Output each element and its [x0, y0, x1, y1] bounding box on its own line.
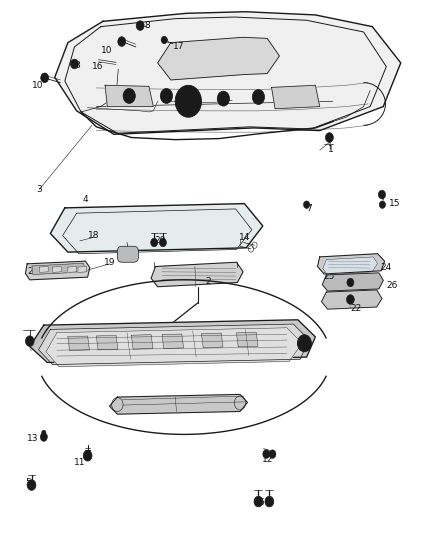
- Text: 26: 26: [386, 281, 398, 289]
- Text: 8: 8: [145, 21, 150, 30]
- Text: 8: 8: [74, 61, 80, 69]
- Circle shape: [41, 73, 49, 83]
- Circle shape: [151, 238, 158, 247]
- Circle shape: [175, 85, 201, 117]
- Polygon shape: [158, 37, 279, 80]
- Text: 20: 20: [154, 237, 166, 245]
- Circle shape: [71, 59, 78, 69]
- Circle shape: [160, 88, 173, 103]
- Text: 24: 24: [380, 263, 392, 272]
- Circle shape: [254, 496, 263, 507]
- Circle shape: [378, 190, 385, 199]
- Circle shape: [118, 37, 126, 46]
- Circle shape: [159, 238, 166, 247]
- Text: 22: 22: [350, 304, 362, 312]
- Circle shape: [265, 496, 274, 507]
- Circle shape: [163, 92, 170, 100]
- Circle shape: [346, 295, 354, 304]
- Text: 12: 12: [262, 455, 273, 464]
- Text: 2: 2: [27, 268, 33, 276]
- Polygon shape: [131, 335, 153, 349]
- Circle shape: [42, 430, 46, 435]
- Text: 5: 5: [25, 478, 31, 487]
- Polygon shape: [162, 334, 184, 349]
- Circle shape: [252, 90, 265, 104]
- Text: 14: 14: [239, 233, 250, 241]
- Text: 7: 7: [307, 205, 312, 213]
- Polygon shape: [201, 333, 223, 348]
- Polygon shape: [55, 12, 401, 134]
- Polygon shape: [322, 273, 383, 291]
- Circle shape: [263, 450, 270, 458]
- Text: 3: 3: [36, 185, 42, 193]
- Text: 25: 25: [323, 272, 335, 280]
- Circle shape: [347, 278, 354, 287]
- Polygon shape: [110, 394, 247, 414]
- Circle shape: [304, 201, 310, 208]
- Text: 4: 4: [82, 196, 88, 204]
- Circle shape: [325, 133, 333, 142]
- Polygon shape: [105, 85, 153, 107]
- Circle shape: [269, 450, 276, 458]
- Circle shape: [161, 36, 167, 44]
- Polygon shape: [151, 262, 243, 287]
- Polygon shape: [318, 254, 385, 274]
- Polygon shape: [39, 266, 48, 272]
- Circle shape: [123, 88, 135, 103]
- Polygon shape: [321, 290, 382, 309]
- Text: 19: 19: [104, 258, 116, 266]
- Text: 10: 10: [32, 81, 43, 90]
- Text: 18: 18: [88, 231, 99, 240]
- Circle shape: [83, 450, 92, 461]
- FancyBboxPatch shape: [117, 246, 138, 262]
- Polygon shape: [30, 320, 315, 362]
- Text: 15: 15: [389, 199, 400, 208]
- Circle shape: [85, 453, 90, 458]
- Text: 13: 13: [27, 434, 39, 442]
- Polygon shape: [272, 85, 320, 109]
- Polygon shape: [53, 266, 61, 272]
- Polygon shape: [78, 266, 87, 272]
- Text: 16: 16: [92, 62, 103, 71]
- Polygon shape: [96, 335, 118, 350]
- Circle shape: [136, 21, 144, 30]
- Polygon shape: [65, 17, 386, 133]
- Polygon shape: [30, 325, 48, 351]
- Polygon shape: [68, 336, 89, 351]
- Text: 1: 1: [328, 145, 333, 154]
- Polygon shape: [46, 328, 302, 367]
- Polygon shape: [237, 333, 258, 347]
- Polygon shape: [25, 261, 90, 280]
- Circle shape: [220, 94, 227, 103]
- Circle shape: [40, 433, 47, 441]
- Circle shape: [126, 92, 133, 100]
- Text: 17: 17: [173, 43, 184, 51]
- Text: 10: 10: [101, 46, 112, 55]
- Circle shape: [379, 201, 385, 208]
- Circle shape: [180, 92, 196, 111]
- Circle shape: [27, 480, 36, 490]
- Circle shape: [255, 93, 262, 101]
- Circle shape: [217, 91, 230, 106]
- Text: 2: 2: [205, 277, 211, 286]
- Circle shape: [25, 336, 34, 346]
- Polygon shape: [32, 263, 86, 274]
- Circle shape: [301, 339, 308, 348]
- Polygon shape: [50, 204, 263, 252]
- Polygon shape: [323, 257, 378, 275]
- Polygon shape: [39, 324, 309, 365]
- Polygon shape: [68, 266, 77, 272]
- Text: 11: 11: [74, 458, 85, 467]
- Text: 6: 6: [258, 498, 264, 506]
- Circle shape: [297, 335, 311, 352]
